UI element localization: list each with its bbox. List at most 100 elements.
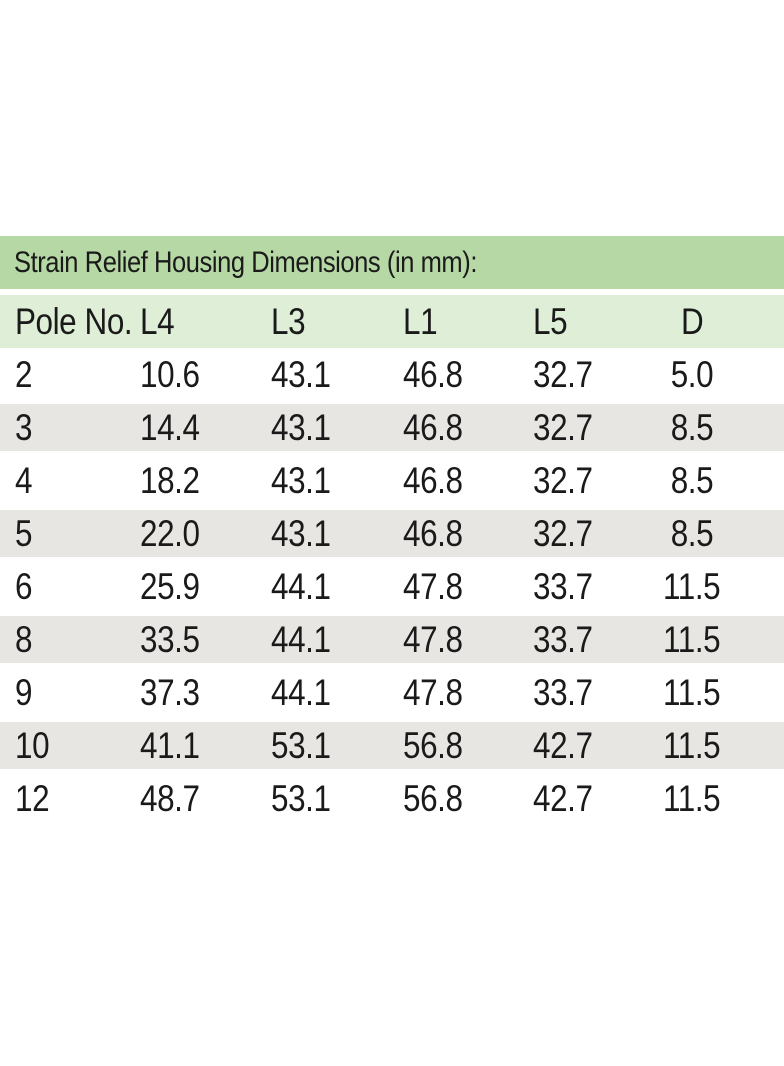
- cell-value: 56.8: [403, 724, 463, 766]
- cell-value: 11.5: [663, 565, 721, 607]
- pole-no-cell: 9: [0, 672, 128, 714]
- cell-value: 32.7: [533, 353, 593, 395]
- header-label: D: [680, 300, 704, 342]
- value-cell: 43.1: [259, 354, 390, 396]
- value-cell: 43.1: [259, 513, 390, 555]
- value-cell: 11.5: [652, 778, 784, 820]
- top-whitespace: [0, 0, 784, 236]
- cell-value: 46.8: [403, 406, 463, 448]
- value-cell: 33.5: [128, 619, 259, 661]
- pole-no-cell: 4: [0, 460, 128, 502]
- cell-value: 11.5: [663, 724, 721, 766]
- table-row: 12 48.7 53.1 56.8 42.7 11.5: [0, 772, 784, 825]
- value-cell: 32.7: [521, 407, 652, 449]
- title-gap: [0, 289, 784, 295]
- value-cell: 8.5: [652, 407, 784, 449]
- value-cell: 46.8: [390, 354, 521, 396]
- cell-value: 11.5: [663, 777, 721, 819]
- value-cell: 5.0: [652, 354, 784, 396]
- pole-no-cell: 6: [0, 566, 128, 608]
- cell-value: 12: [15, 777, 50, 819]
- cell-value: 46.8: [403, 459, 463, 501]
- cell-value: 56.8: [403, 777, 463, 819]
- value-cell: 56.8: [390, 725, 521, 767]
- cell-value: 42.7: [533, 724, 593, 766]
- cell-value: 6: [15, 565, 33, 607]
- cell-value: 4: [15, 459, 33, 501]
- value-cell: 33.7: [521, 619, 652, 661]
- header-cell-l5: L5: [521, 301, 652, 343]
- cell-value: 33.7: [533, 565, 593, 607]
- cell-value: 37.3: [140, 671, 200, 713]
- header-cell-d: D: [652, 301, 784, 343]
- header-cell-pole-no: Pole No.: [0, 301, 133, 343]
- cell-value: 44.1: [271, 565, 331, 607]
- value-cell: 37.3: [128, 672, 259, 714]
- value-cell: 46.8: [390, 513, 521, 555]
- value-cell: 47.8: [390, 672, 521, 714]
- value-cell: 46.8: [390, 407, 521, 449]
- value-cell: 25.9: [128, 566, 259, 608]
- cell-value: 5.0: [670, 353, 714, 395]
- value-cell: 48.7: [128, 778, 259, 820]
- cell-value: 44.1: [271, 671, 331, 713]
- cell-value: 5: [15, 512, 33, 554]
- header-cell-l3: L3: [259, 301, 390, 343]
- value-cell: 33.7: [521, 672, 652, 714]
- cell-value: 14.4: [140, 406, 200, 448]
- value-cell: 8.5: [652, 460, 784, 502]
- value-cell: 10.6: [128, 354, 259, 396]
- cell-value: 46.8: [403, 353, 463, 395]
- cell-value: 8.5: [670, 406, 714, 448]
- cell-value: 41.1: [140, 724, 200, 766]
- cell-value: 32.7: [533, 459, 593, 501]
- cell-value: 3: [15, 406, 33, 448]
- value-cell: 14.4: [128, 407, 259, 449]
- cell-value: 10: [15, 724, 50, 766]
- header-label: Pole No.: [15, 300, 133, 342]
- table-row: 4 18.2 43.1 46.8 32.7 8.5: [0, 454, 784, 507]
- value-cell: 47.8: [390, 619, 521, 661]
- pole-no-cell: 2: [0, 354, 128, 396]
- header-cell-l1: L1: [390, 301, 521, 343]
- table-row: 8 33.5 44.1 47.8 33.7 11.5: [0, 613, 784, 666]
- cell-value: 8.5: [670, 459, 714, 501]
- table-row: 6 25.9 44.1 47.8 33.7 11.5: [0, 560, 784, 613]
- table-row: 5 22.0 43.1 46.8 32.7 8.5: [0, 507, 784, 560]
- value-cell: 43.1: [259, 460, 390, 502]
- header-label: L3: [271, 300, 306, 342]
- value-cell: 33.7: [521, 566, 652, 608]
- cell-value: 43.1: [271, 406, 331, 448]
- cell-value: 10.6: [140, 353, 200, 395]
- value-cell: 43.1: [259, 407, 390, 449]
- value-cell: 8.5: [652, 513, 784, 555]
- cell-value: 43.1: [271, 512, 331, 554]
- value-cell: 11.5: [652, 672, 784, 714]
- pole-no-cell: 5: [0, 513, 128, 555]
- cell-value: 46.8: [403, 512, 463, 554]
- value-cell: 32.7: [521, 460, 652, 502]
- value-cell: 18.2: [128, 460, 259, 502]
- pole-no-cell: 12: [0, 778, 128, 820]
- table-row: 2 10.6 43.1 46.8 32.7 5.0: [0, 348, 784, 401]
- cell-value: 48.7: [140, 777, 200, 819]
- value-cell: 11.5: [652, 725, 784, 767]
- cell-value: 32.7: [533, 512, 593, 554]
- value-cell: 44.1: [259, 619, 390, 661]
- cell-value: 8.5: [670, 512, 714, 554]
- cell-value: 11.5: [663, 618, 721, 660]
- header-cell-l4: L4: [128, 301, 259, 343]
- table-row: 3 14.4 43.1 46.8 32.7 8.5: [0, 401, 784, 454]
- cell-value: 25.9: [140, 565, 200, 607]
- cell-value: 43.1: [271, 353, 331, 395]
- value-cell: 32.7: [521, 513, 652, 555]
- cell-value: 53.1: [271, 724, 331, 766]
- table-title-bar: Strain Relief Housing Dimensions (in mm)…: [0, 236, 784, 289]
- cell-value: 47.8: [403, 671, 463, 713]
- cell-value: 18.2: [140, 459, 200, 501]
- pole-no-cell: 8: [0, 619, 128, 661]
- header-label: L5: [533, 300, 568, 342]
- value-cell: 53.1: [259, 778, 390, 820]
- cell-value: 33.7: [533, 618, 593, 660]
